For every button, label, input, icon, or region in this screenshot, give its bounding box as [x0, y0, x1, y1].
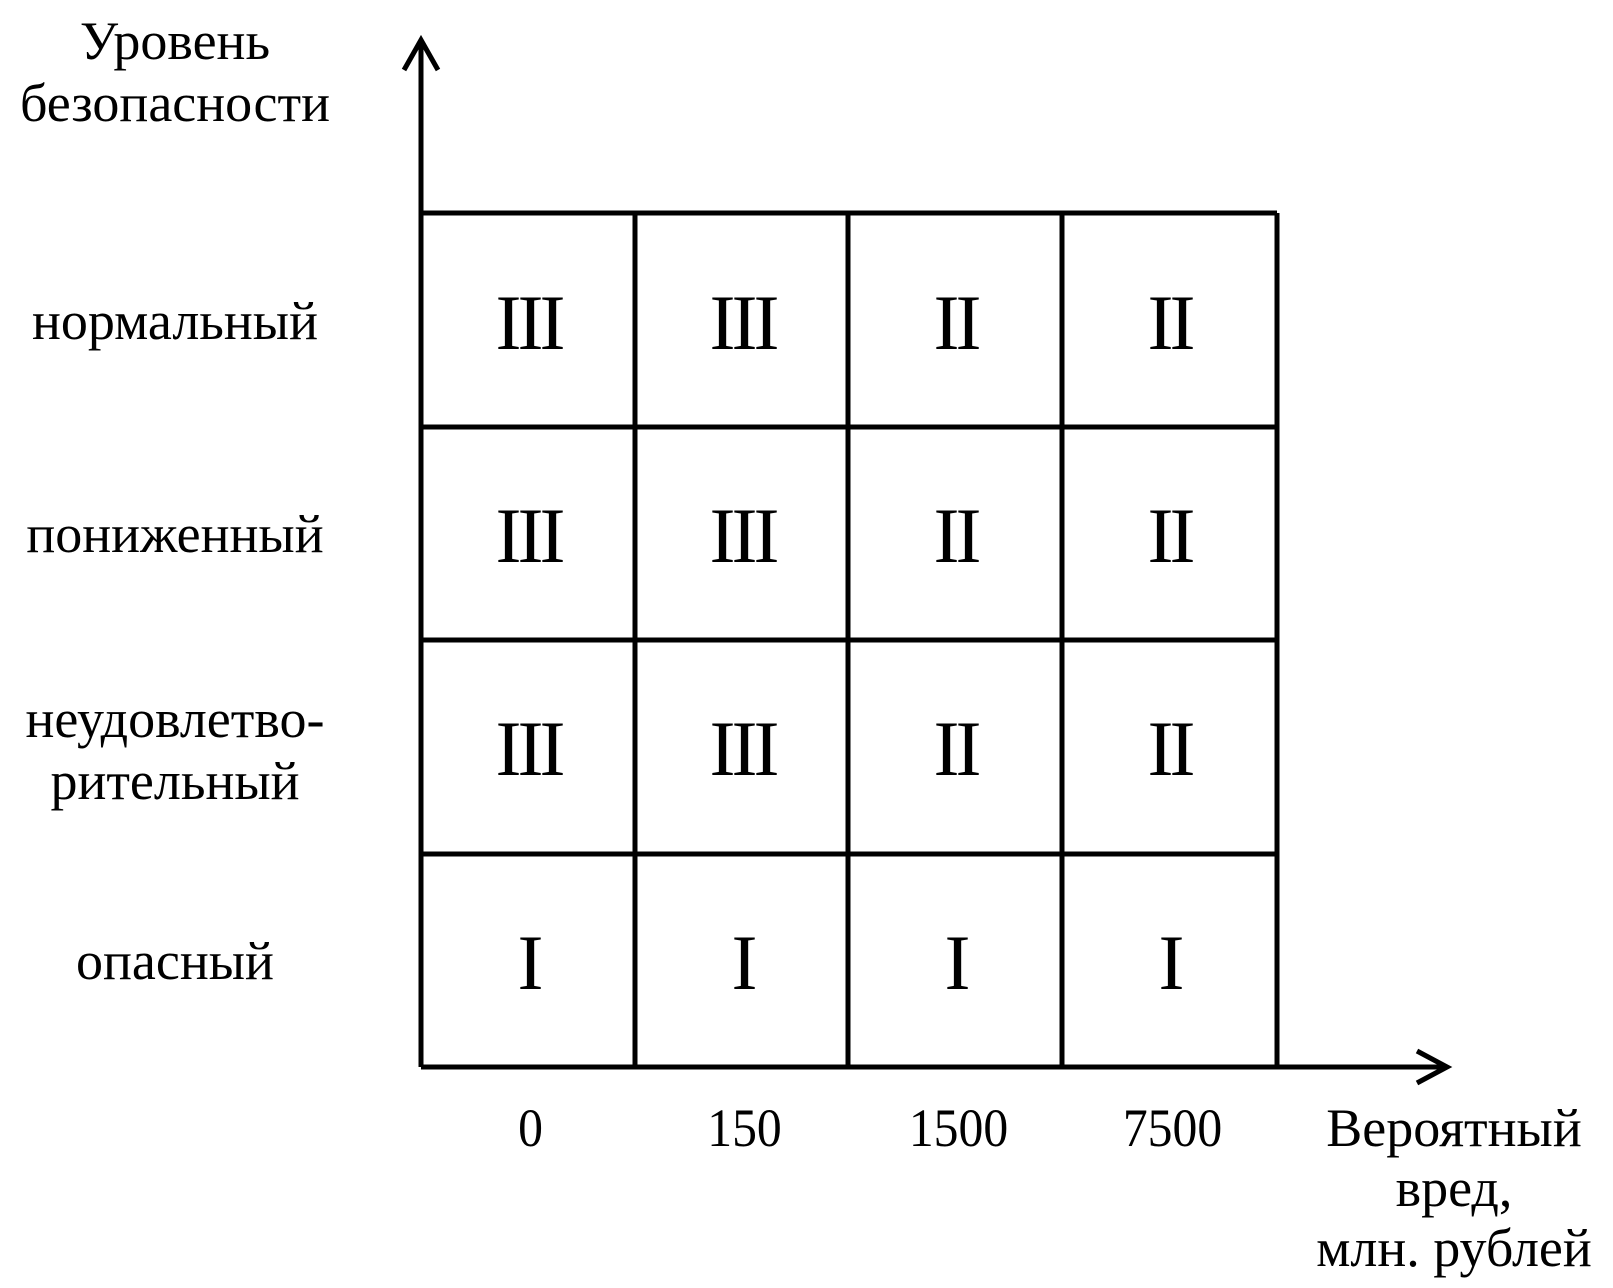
matrix-cell: I — [944, 918, 971, 1006]
matrix-cell: II — [933, 491, 982, 579]
matrix-cell: II — [933, 704, 982, 792]
x-axis-title-line2: вред, — [1395, 1158, 1513, 1218]
matrix-cell: I — [517, 918, 544, 1006]
matrix-cell: II — [1147, 278, 1196, 366]
y-axis-title-line1: Уровень — [79, 11, 271, 71]
matrix-cell: III — [495, 491, 566, 579]
matrix-cell: III — [709, 704, 780, 792]
row-label-text-line2: рительный — [50, 751, 300, 811]
row-label-dangerous: опасный — [0, 930, 350, 992]
y-axis-title: Уровень безопасности — [0, 10, 350, 134]
matrix-cell: III — [495, 278, 566, 366]
row-label-text: опасный — [76, 931, 274, 991]
y-axis-arrowhead — [401, 34, 441, 72]
matrix-cell: II — [1147, 491, 1196, 579]
row-label-reduced: пониженный — [0, 503, 350, 565]
x-tick-label: 150 — [707, 1098, 782, 1158]
matrix-cell: III — [709, 491, 780, 579]
matrix-cell: I — [731, 918, 758, 1006]
row-label-unsatisfactory: неудовлетво- рительный — [0, 688, 350, 812]
row-label-text-line1: неудовлетво- — [25, 689, 325, 749]
x-axis-title-line1: Вероятный — [1326, 1098, 1582, 1158]
matrix-cell: II — [933, 278, 982, 366]
matrix-cell: II — [1147, 704, 1196, 792]
y-axis-title-line2: безопасности — [20, 73, 330, 133]
matrix-cell: III — [495, 704, 566, 792]
x-tick-label: 0 — [518, 1098, 543, 1158]
matrix-cell: I — [1158, 918, 1185, 1006]
x-tick-label: 7500 — [1122, 1098, 1223, 1158]
x-axis-arrowhead — [1415, 1048, 1453, 1086]
row-label-text: нормальный — [32, 291, 318, 351]
x-axis-title-line3: млн. рублей — [1316, 1218, 1592, 1278]
x-axis-title: Вероятный вред, млн. рублей — [1295, 1098, 1613, 1278]
row-label-text: пониженный — [26, 504, 324, 564]
row-label-normal: нормальный — [0, 290, 350, 352]
matrix-cell: III — [709, 278, 780, 366]
x-tick-label: 1500 — [908, 1098, 1009, 1158]
